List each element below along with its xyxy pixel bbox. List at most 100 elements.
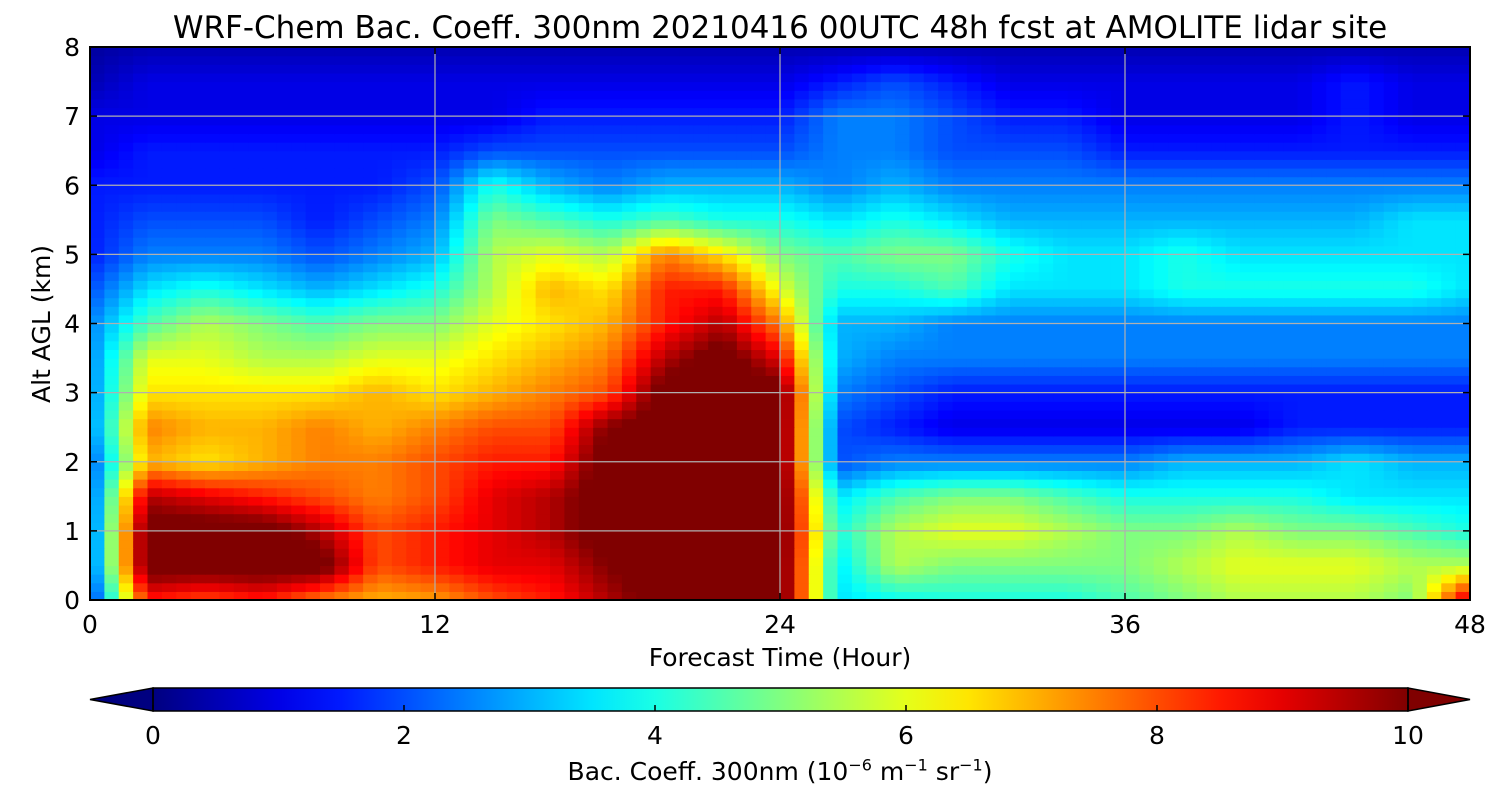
heatmap-cell — [923, 297, 939, 307]
heatmap-cell — [219, 383, 235, 394]
heatmap-cell — [176, 435, 192, 446]
heatmap-cell — [1412, 288, 1428, 299]
heatmap-cell — [578, 358, 594, 368]
heatmap-cell — [621, 392, 637, 402]
heatmap-cell — [535, 263, 551, 273]
heatmap-cell — [291, 409, 307, 420]
heatmap-cell — [1096, 435, 1112, 446]
heatmap-cell — [1268, 211, 1284, 221]
heatmap-cell — [348, 245, 364, 255]
heatmap-cell — [866, 487, 882, 497]
heatmap-cell — [650, 582, 666, 592]
heatmap-cell — [1383, 401, 1399, 411]
heatmap-cell — [578, 323, 594, 333]
heatmap-cell — [1067, 228, 1083, 238]
heatmap-cell — [981, 574, 997, 584]
heatmap-cell — [1311, 522, 1327, 532]
heatmap-cell — [521, 470, 537, 480]
heatmap-cell — [190, 556, 206, 567]
heatmap-cell — [1369, 297, 1385, 307]
heatmap-cell — [564, 427, 580, 437]
heatmap-cell — [1010, 314, 1025, 325]
heatmap-cell — [621, 167, 637, 178]
heatmap-cell — [1024, 591, 1040, 601]
heatmap-cell — [535, 392, 551, 402]
heatmap-cell — [161, 237, 177, 247]
heatmap-cell — [736, 487, 752, 497]
heatmap-cell — [1254, 159, 1270, 169]
heatmap-cell — [1311, 228, 1327, 238]
heatmap-cell — [219, 340, 235, 351]
heatmap-cell — [851, 202, 867, 212]
heatmap-cell — [1182, 513, 1198, 523]
heatmap-cell — [1240, 548, 1255, 558]
heatmap-cell — [334, 332, 350, 342]
heatmap-cell — [679, 297, 695, 307]
heatmap-cell — [348, 453, 364, 463]
heatmap-cell — [636, 565, 652, 575]
heatmap-cell — [1081, 574, 1097, 584]
heatmap-cell — [1326, 245, 1342, 255]
heatmap-cell — [665, 496, 680, 506]
heatmap-cell — [952, 340, 968, 351]
heatmap-cell — [190, 340, 206, 351]
heatmap-cell — [823, 556, 839, 567]
heatmap-cell — [1311, 254, 1327, 264]
heatmap-cell — [1196, 496, 1212, 506]
heatmap-cell — [1383, 271, 1399, 281]
heatmap-cell — [1355, 349, 1370, 359]
heatmap-cell — [665, 332, 680, 342]
heatmap-cell — [219, 288, 235, 299]
heatmap-cell — [866, 219, 882, 230]
heatmap-cell — [1053, 427, 1069, 437]
heatmap-cell — [1326, 479, 1342, 489]
heatmap-cell — [435, 314, 450, 325]
heatmap-cell — [952, 219, 968, 230]
heatmap-cell — [363, 332, 379, 342]
heatmap-cell — [1110, 219, 1126, 230]
heatmap-cell — [535, 470, 551, 480]
heatmap-cell — [909, 461, 925, 471]
heatmap-cell — [1355, 522, 1370, 532]
heatmap-cell — [248, 375, 264, 385]
heatmap-cell — [895, 565, 910, 575]
heatmap-cell — [176, 418, 192, 428]
heatmap-cell — [1110, 159, 1126, 169]
heatmap-cell — [966, 314, 982, 325]
heatmap-cell — [909, 453, 925, 463]
heatmap-cell — [1053, 435, 1069, 446]
heatmap-cell — [463, 358, 479, 368]
heatmap-cell — [1110, 375, 1126, 385]
heatmap-cell — [118, 366, 134, 376]
heatmap-cell — [665, 271, 680, 281]
heatmap-cell — [1240, 453, 1255, 463]
heatmap-cell — [966, 435, 982, 446]
heatmap-cell — [1067, 530, 1083, 541]
heatmap-cell — [1369, 444, 1385, 454]
heatmap-cell — [765, 522, 781, 532]
heatmap-cell — [1369, 418, 1385, 428]
heatmap-cell — [981, 409, 997, 420]
heatmap-cell — [391, 427, 407, 437]
heatmap-cell — [478, 314, 494, 325]
heatmap-cell — [708, 323, 724, 333]
heatmap-cell — [866, 427, 882, 437]
heatmap-cell — [1024, 418, 1040, 428]
heatmap-cell — [952, 574, 968, 584]
heatmap-cell — [578, 297, 594, 307]
heatmap-cell — [492, 202, 508, 212]
heatmap-cell — [578, 306, 594, 316]
heatmap-cell — [938, 453, 954, 463]
heatmap-cell — [607, 271, 623, 281]
heatmap-cell — [851, 314, 867, 325]
heatmap-cell — [636, 228, 652, 238]
heatmap-cell — [463, 314, 479, 325]
heatmap-cell — [1398, 280, 1414, 290]
heatmap-cell — [1398, 288, 1414, 299]
heatmap-cell — [320, 479, 335, 489]
heatmap-cell — [880, 332, 896, 342]
heatmap-cell — [1369, 358, 1385, 368]
heatmap-cell — [118, 522, 134, 532]
heatmap-cell — [377, 167, 393, 178]
heatmap-cell — [679, 358, 695, 368]
